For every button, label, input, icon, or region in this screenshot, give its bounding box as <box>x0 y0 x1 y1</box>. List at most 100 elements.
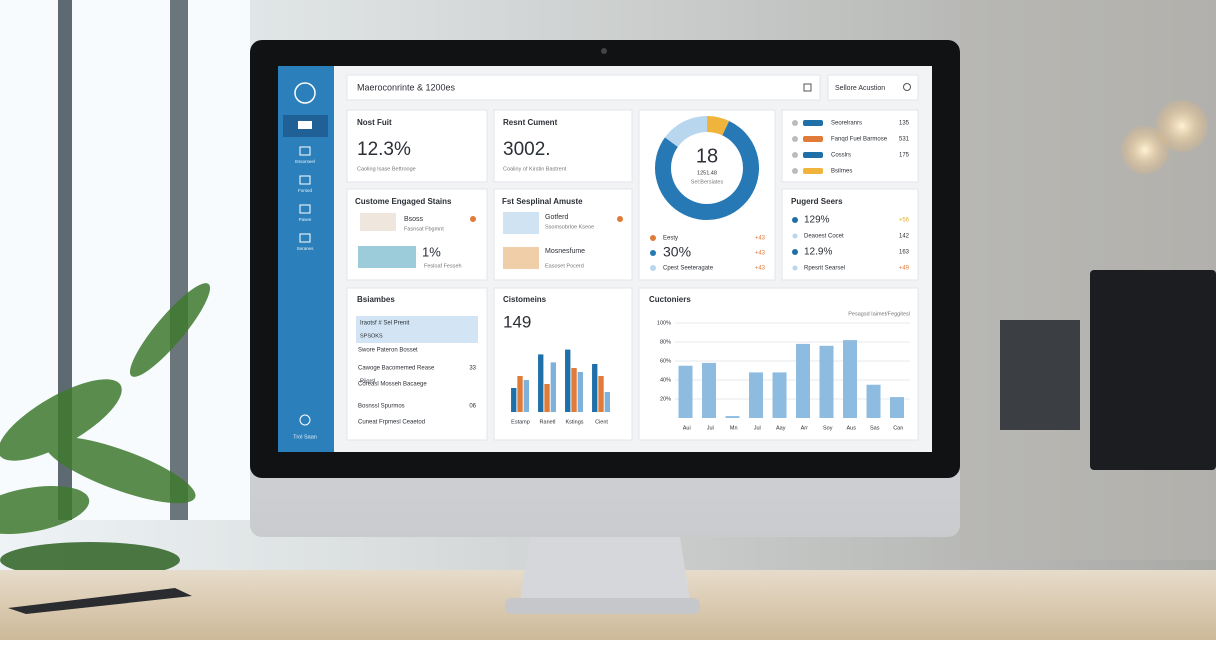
swatch <box>803 152 823 158</box>
card <box>493 287 633 441</box>
kpi-caption: Coaliny of Kirstin Bastrent <box>503 166 567 172</box>
card <box>493 109 633 183</box>
nav-icon[interactable] <box>299 233 311 243</box>
donut-sub: Sel:Bersiates <box>691 179 724 185</box>
search-text[interactable]: Sellore Acustion <box>835 85 885 92</box>
dot <box>792 217 798 223</box>
swatch <box>803 136 823 142</box>
bar <box>772 372 787 418</box>
x-tick-label: Soy <box>823 425 833 431</box>
bar-chart: Estamp Ranetl Kstings Cient <box>511 349 611 425</box>
bar <box>843 340 858 418</box>
y-tick-label: 80% <box>660 339 671 345</box>
legend-change: +43 <box>755 236 766 242</box>
column-chart: 100% 80% 60% 40% 20% Aui Jul Mn Jul Aay Arr Soy Aus S… <box>657 311 910 431</box>
x-tick-label: Aus <box>847 425 857 431</box>
x-tick-label: Sas <box>870 425 880 431</box>
monitor-stand <box>520 537 690 600</box>
nav-icon[interactable] <box>298 121 312 129</box>
lamp <box>1156 100 1208 152</box>
card <box>346 109 488 183</box>
donut-center: 18 <box>696 145 718 167</box>
item-caption: Easoset Pocerd <box>545 263 584 269</box>
item-name: 1% <box>422 244 441 259</box>
row-label[interactable]: Swore Pateron Bosset <box>358 348 418 354</box>
item-caption: Fasnsat Fbgmnt <box>404 226 444 232</box>
donut-segment <box>706 116 730 136</box>
search-box[interactable] <box>827 74 919 101</box>
card-title: Fst Sesplinal Amuste <box>502 197 583 206</box>
legend-dot <box>650 235 656 241</box>
legend-change: +43 <box>755 266 766 272</box>
card-title: Cuctoniers <box>649 295 691 304</box>
header-title: Maeroconrinte & 1200es <box>357 82 456 92</box>
card-title: Custome Engaged Stains <box>355 197 452 206</box>
item-name: Gotferd <box>545 214 568 221</box>
thumbnail <box>503 247 539 269</box>
row-label: Bsilrnes <box>831 169 852 175</box>
row-label: Rpesrit Searsel <box>804 266 845 272</box>
bar <box>796 343 811 418</box>
nav-icon[interactable] <box>299 204 311 214</box>
row-value: 531 <box>899 137 910 143</box>
row-label[interactable]: Cuneat Frpmesl Ceaetod <box>358 420 425 426</box>
bar <box>571 368 577 412</box>
x-tick-label: Cient <box>595 419 608 425</box>
nav-label[interactable]: Forsed <box>298 188 313 193</box>
search-icon[interactable] <box>903 83 911 91</box>
dot <box>792 152 798 158</box>
swatch <box>803 168 823 174</box>
row-change: 142 <box>899 234 910 240</box>
background-monitor <box>1000 320 1080 430</box>
row-label[interactable]: Cawoge Bacomemed Rease <box>358 366 435 372</box>
header-icon[interactable] <box>803 83 812 92</box>
swatch <box>803 120 823 126</box>
y-tick-label: 40% <box>660 377 671 383</box>
donut-segment <box>664 116 708 148</box>
dot <box>792 136 798 142</box>
x-tick-label: Aui <box>683 425 691 431</box>
bar <box>592 364 598 412</box>
tablet <box>8 588 192 614</box>
plant <box>0 283 211 578</box>
row-label[interactable]: Iraotsf # Sel Prenit <box>360 321 410 327</box>
sidebar-items: Essorseel Forsed Pasee Seranes <box>295 146 315 251</box>
nav-label[interactable]: Pasee <box>299 217 312 222</box>
legend-label: Eesty <box>663 236 678 242</box>
dot <box>792 249 798 255</box>
legend-label: Cpest Seeteragate <box>663 266 714 272</box>
nav-label[interactable]: Essorseel <box>295 159 315 164</box>
x-tick-label: Jul <box>707 425 714 431</box>
headline: 149 <box>503 312 531 331</box>
background-monitor <box>1090 270 1216 470</box>
kpi-caption: Caoling Isase Bettrooge <box>357 166 416 172</box>
logo <box>294 82 316 104</box>
stats-list: 129% +56 Deaoest Cocet 142 12.9% 163 Rpesrit S… <box>792 215 910 272</box>
row-sub: SPSOKS <box>360 333 383 339</box>
bar <box>678 365 693 418</box>
bar <box>565 349 571 412</box>
legend-label: 30% <box>663 244 691 260</box>
row-label[interactable]: Bosnssl Spurmos <box>358 404 405 410</box>
nav-label[interactable]: Seranes <box>297 246 315 251</box>
row-label: Fanqd Fuel Barmose <box>831 137 888 143</box>
dot <box>792 168 798 174</box>
bar <box>866 384 881 418</box>
legend-list: Seorelranrs 135 Fanqd Fuel Barmose 531 Cossl… <box>792 120 910 175</box>
bar <box>517 376 523 412</box>
list-highlight[interactable] <box>356 316 478 343</box>
footer-icon <box>299 414 311 426</box>
legend-label: Pesagsd Iaimet/Feggitesl <box>848 311 910 317</box>
card-title: Nost Fuit <box>357 118 392 127</box>
card <box>638 109 776 281</box>
y-tick-label: 60% <box>660 358 671 364</box>
donut-segment <box>655 120 759 220</box>
bar <box>577 372 584 412</box>
card-title: Bsiambes <box>357 295 395 304</box>
bar <box>544 384 550 412</box>
row-label[interactable]: Coreasl Mosseh Bacaege <box>358 382 427 388</box>
nav-icon[interactable] <box>299 175 311 185</box>
nav-icon[interactable] <box>299 146 311 156</box>
